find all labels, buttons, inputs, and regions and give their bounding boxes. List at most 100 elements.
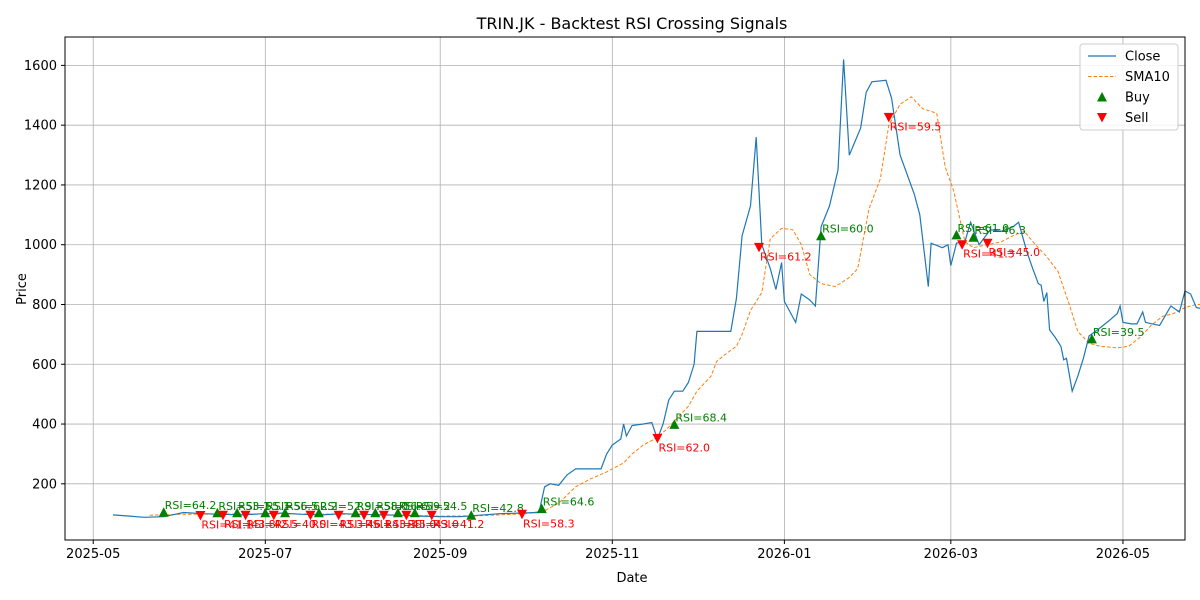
sell-label: RSI=41.2 xyxy=(433,518,485,531)
y-tick-label: 1200 xyxy=(24,178,57,193)
buy-marker xyxy=(260,507,271,518)
sell-marker xyxy=(652,433,663,444)
sell-label: RSI=59.5 xyxy=(890,120,942,133)
sell-label: RSI=42.5 xyxy=(247,518,299,531)
sell-marker xyxy=(957,240,968,250)
buy-label: RSI=64.2 xyxy=(165,499,217,512)
legend: Close SMA10 Buy Sell xyxy=(1079,43,1179,131)
buy-marker xyxy=(280,507,291,518)
legend-swatch xyxy=(1097,113,1107,123)
buy-marker xyxy=(968,232,979,242)
sell-label: RSI=40.0 xyxy=(275,518,327,531)
y-axis: 200 400 600 800 1000 1200 1400 1600 xyxy=(24,59,65,492)
sell-marker xyxy=(754,242,765,253)
y-tick-label: 400 xyxy=(32,418,57,433)
x-tick-label: 2025-11 xyxy=(585,547,639,562)
buy-marker xyxy=(669,419,680,429)
buy-label: RSI=52.9 xyxy=(320,500,372,513)
legend-swatch xyxy=(1097,92,1107,102)
sell-marker xyxy=(883,112,894,123)
x-tick-label: 2025-05 xyxy=(66,547,120,562)
buy-label: RSI=62.2 xyxy=(286,500,338,513)
buy-label: RSI=68.4 xyxy=(675,411,727,424)
buy-label: RSI=64.6 xyxy=(543,496,595,509)
sell-marker xyxy=(217,510,228,521)
sell-label: RSI=46.1 xyxy=(340,518,392,531)
y-tick-label: 600 xyxy=(32,358,57,373)
x-tick-label: 2025-07 xyxy=(238,547,292,562)
sell-marker xyxy=(240,510,251,521)
sell-marker xyxy=(195,510,206,521)
y-tick-label: 200 xyxy=(32,477,57,492)
y-tick-label: 1600 xyxy=(24,59,57,74)
legend-label: SMA10 xyxy=(1125,70,1170,85)
legend-box xyxy=(1079,43,1179,131)
sell-marker xyxy=(333,510,344,521)
sell-marker xyxy=(982,238,993,249)
buy-label: RSI=61.0 xyxy=(957,222,1009,235)
sell-marker xyxy=(378,510,389,521)
sell-label: RSI=45.0 xyxy=(989,246,1041,259)
sell-label: RSI=41.3 xyxy=(963,248,1015,261)
sell-label: RSI=43.3 xyxy=(311,518,363,531)
y-axis-title: Price xyxy=(15,273,30,305)
signal-layer: RSI=64.2 RSI=41.1 RSI=53.1 RSI=43.8 RSI=55.1… xyxy=(158,112,1145,531)
sell-label: RSI=61.2 xyxy=(760,250,812,263)
buy-label: RSI=54.5 xyxy=(416,500,468,513)
buy-marker xyxy=(350,507,361,518)
buy-label: RSI=46.3 xyxy=(974,224,1026,237)
close-line xyxy=(112,59,1200,518)
buy-label: RSI=53.1 xyxy=(218,500,270,513)
chart-title: TRIN.JK - Backtest RSI Crossing Signals xyxy=(476,14,788,33)
y-tick-label: 800 xyxy=(32,298,57,313)
legend-label: Sell xyxy=(1125,111,1148,126)
x-tick-label: 2025-09 xyxy=(413,547,467,562)
series-layer xyxy=(112,59,1200,518)
grid xyxy=(65,37,1185,540)
y-tick-label: 1400 xyxy=(24,119,57,134)
buy-label: RSI=56.5 xyxy=(266,500,318,513)
buy-label: RSI=39.5 xyxy=(1093,326,1145,339)
buy-label: RSI=58.0 xyxy=(357,500,409,513)
buy-marker xyxy=(536,503,547,514)
legend-item: Buy xyxy=(1097,91,1150,106)
sell-label: RSI=58.3 xyxy=(523,517,575,530)
buy-marker xyxy=(951,229,962,240)
sell-marker xyxy=(401,510,412,521)
buy-marker xyxy=(816,230,827,241)
sell-label: RSI=43.0 xyxy=(407,518,459,531)
x-axis: 2025-05 2025-07 2025-09 2025-11 2026-01 2026-… xyxy=(66,540,1150,562)
legend-item: Sell xyxy=(1097,111,1148,126)
buy-label: RSI=55.1 xyxy=(238,500,290,513)
sell-marker xyxy=(305,510,316,521)
legend-item: SMA10 xyxy=(1088,70,1170,85)
buy-marker xyxy=(158,507,169,517)
sell-label: RSI=45.0 xyxy=(385,518,437,531)
buy-label: RSI=42.8 xyxy=(472,502,524,515)
buy-marker xyxy=(370,507,381,518)
y-tick-label: 1000 xyxy=(24,238,57,253)
x-tick-label: 2026-03 xyxy=(924,547,978,562)
legend-item: Close xyxy=(1088,50,1160,65)
buy-marker xyxy=(212,507,223,518)
sell-label: RSI=41.1 xyxy=(201,518,253,531)
sell-marker xyxy=(426,510,437,521)
legend-label: Close xyxy=(1125,50,1160,65)
sma10-line xyxy=(149,96,1200,517)
legend-label: Buy xyxy=(1125,91,1150,106)
buy-marker xyxy=(409,507,420,518)
buy-marker xyxy=(466,510,477,520)
x-tick-label: 2026-05 xyxy=(1096,547,1150,562)
sell-marker xyxy=(268,510,279,521)
x-tick-label: 2026-01 xyxy=(757,547,811,562)
buy-marker xyxy=(232,507,243,518)
sell-label: RSI=43.3 xyxy=(365,518,417,531)
buy-marker xyxy=(392,507,403,518)
buy-marker xyxy=(313,507,324,518)
sell-marker xyxy=(517,509,528,520)
sell-label: RSI=43.8 xyxy=(224,518,276,531)
buy-label: RSI=59.2 xyxy=(399,500,451,513)
buy-marker xyxy=(1086,333,1097,344)
sell-marker xyxy=(359,510,370,521)
